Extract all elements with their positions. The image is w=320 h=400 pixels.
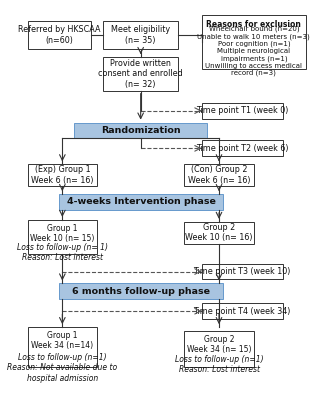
Text: Referred by HKSCAA
(n=60): Referred by HKSCAA (n=60) [18, 26, 101, 45]
FancyBboxPatch shape [103, 57, 178, 91]
FancyBboxPatch shape [184, 164, 254, 186]
FancyBboxPatch shape [184, 222, 254, 244]
Text: Group 2
Week 10 (n= 16): Group 2 Week 10 (n= 16) [185, 223, 253, 242]
FancyBboxPatch shape [184, 331, 254, 367]
FancyBboxPatch shape [202, 264, 283, 280]
Text: Wheelchair bound (n=20)
Unable to walk 10 meters (n=3)
Poor cognition (n=1)
Mult: Wheelchair bound (n=20) Unable to walk 1… [197, 26, 310, 76]
Text: 4-weeks Intervention phase: 4-weeks Intervention phase [67, 198, 216, 206]
Text: Group 1
Week 10 (n= 15): Group 1 Week 10 (n= 15) [30, 224, 94, 243]
Text: Group 1
Week 34 (n=14): Group 1 Week 34 (n=14) [31, 331, 93, 350]
Text: Meet eligibility
(n= 35): Meet eligibility (n= 35) [111, 26, 170, 45]
FancyBboxPatch shape [202, 15, 306, 69]
FancyBboxPatch shape [28, 21, 91, 49]
Text: Reasons for exclusion: Reasons for exclusion [206, 20, 301, 30]
FancyBboxPatch shape [202, 140, 283, 156]
FancyBboxPatch shape [28, 164, 97, 186]
FancyBboxPatch shape [60, 284, 223, 299]
Text: Time point T2 (week 6): Time point T2 (week 6) [196, 144, 288, 153]
Text: Loss to follow-up (n= 1)
Reason: Lost interest: Loss to follow-up (n= 1) Reason: Lost in… [17, 243, 108, 262]
Text: Provide written
consent and enrolled
(n= 32): Provide written consent and enrolled (n=… [98, 59, 183, 89]
Text: Time point T4 (week 34): Time point T4 (week 34) [194, 307, 291, 316]
Text: Time point T1 (week 0): Time point T1 (week 0) [196, 106, 288, 115]
Text: Loss to follow-up (n=1)
Reason: Lost interest: Loss to follow-up (n=1) Reason: Lost int… [175, 355, 263, 374]
FancyBboxPatch shape [28, 220, 97, 254]
FancyBboxPatch shape [74, 122, 207, 138]
Text: Group 2
Week 34 (n= 15): Group 2 Week 34 (n= 15) [187, 335, 251, 354]
Text: Time point T3 (week 10): Time point T3 (week 10) [194, 267, 291, 276]
Text: Loss to follow-up (n=1)
Reason: Not available due to
hospital admission: Loss to follow-up (n=1) Reason: Not avai… [7, 353, 117, 383]
Text: (Exp) Group 1
Week 6 (n= 16): (Exp) Group 1 Week 6 (n= 16) [31, 166, 93, 185]
FancyBboxPatch shape [60, 194, 223, 210]
FancyBboxPatch shape [28, 327, 97, 367]
Text: Randomization: Randomization [101, 126, 180, 135]
Text: 6 months follow-up phase: 6 months follow-up phase [72, 287, 210, 296]
FancyBboxPatch shape [202, 303, 283, 319]
FancyBboxPatch shape [103, 21, 178, 49]
Text: (Con) Group 2
Week 6 (n= 16): (Con) Group 2 Week 6 (n= 16) [188, 166, 250, 185]
FancyBboxPatch shape [202, 103, 283, 118]
